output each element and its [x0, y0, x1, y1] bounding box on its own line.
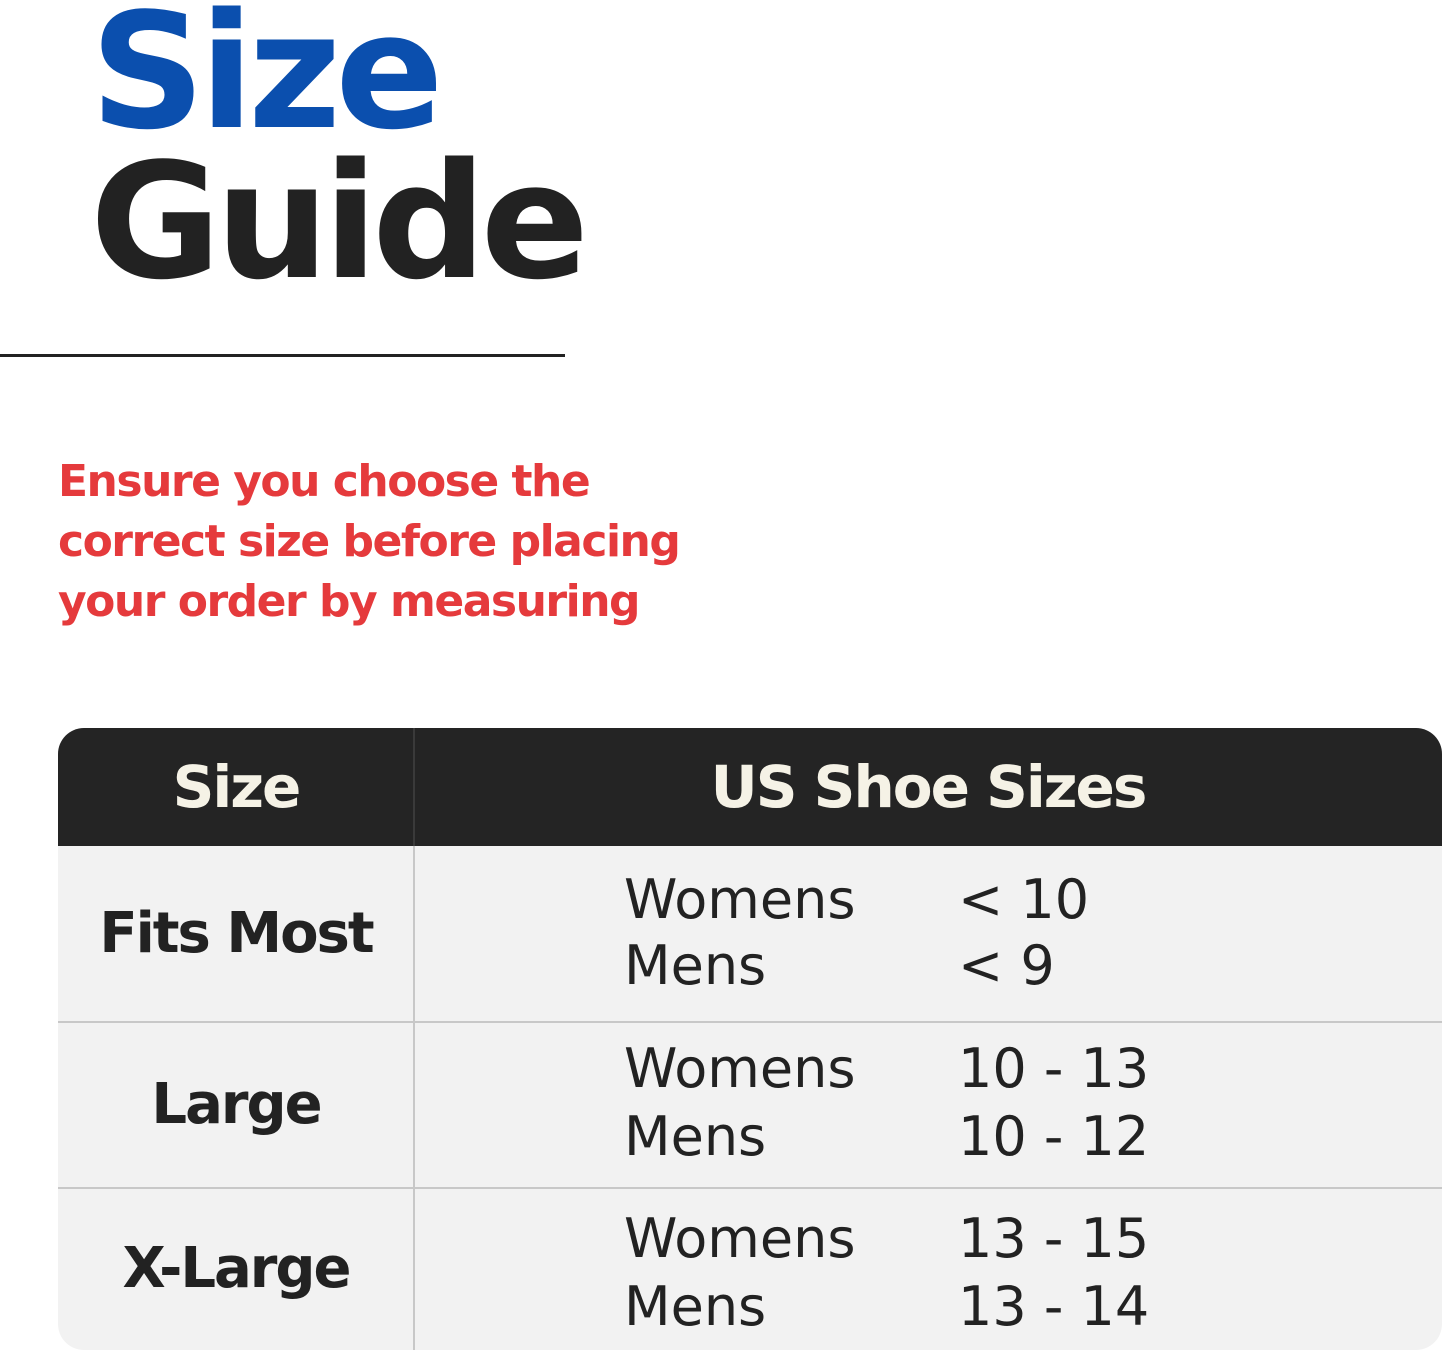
- womens-label: Womens: [624, 868, 856, 931]
- row-divider: [58, 1187, 1442, 1189]
- womens-label: Womens: [624, 1207, 856, 1270]
- table-row: X-Large Womens 13 - 15 Mens 13 - 14: [58, 1187, 1442, 1350]
- header-us-shoe-sizes: US Shoe Sizes: [710, 753, 1148, 821]
- size-table: Size US Shoe Sizes Fits Most Womens < 10…: [58, 728, 1442, 1350]
- womens-size: 13 - 15: [958, 1207, 1150, 1270]
- column-divider: [413, 846, 415, 1350]
- size-note: Ensure you choose the correct size befor…: [58, 456, 681, 627]
- mens-label: Mens: [624, 1105, 767, 1168]
- divider: [0, 354, 565, 357]
- size-name: X-Large: [122, 1236, 351, 1301]
- header-size: Size: [172, 753, 302, 821]
- title-size: Size: [90, 0, 444, 165]
- mens-label: Mens: [624, 934, 767, 997]
- table-row: Fits Most Womens < 10 Mens < 9: [58, 846, 1442, 1021]
- mens-size: < 9: [958, 934, 1055, 997]
- row-divider: [58, 1021, 1442, 1023]
- womens-size: < 10: [958, 868, 1090, 931]
- size-name: Large: [151, 1071, 322, 1137]
- header-divider: [413, 728, 415, 846]
- size-name: Fits Most: [99, 901, 374, 966]
- table-row: Large Womens 10 - 13 Mens 10 - 12: [58, 1021, 1442, 1187]
- womens-label: Womens: [624, 1037, 856, 1100]
- womens-size: 10 - 13: [958, 1037, 1150, 1100]
- mens-size: 13 - 14: [958, 1275, 1150, 1338]
- mens-label: Mens: [624, 1275, 767, 1338]
- mens-size: 10 - 12: [958, 1105, 1150, 1168]
- title-guide: Guide: [90, 128, 589, 315]
- table-header: Size US Shoe Sizes: [58, 728, 1442, 846]
